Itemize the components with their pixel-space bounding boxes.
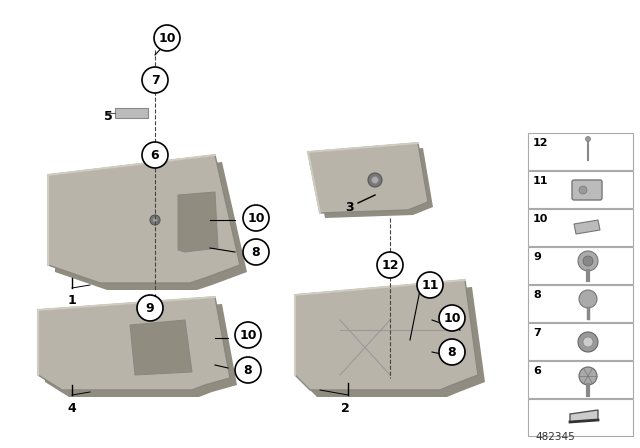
Text: 8: 8 (252, 246, 260, 258)
Text: 8: 8 (533, 290, 541, 300)
Circle shape (377, 252, 403, 278)
Circle shape (579, 186, 587, 194)
Circle shape (439, 339, 465, 365)
Circle shape (243, 205, 269, 231)
Circle shape (368, 173, 382, 187)
Text: 10: 10 (158, 31, 176, 44)
Polygon shape (313, 148, 433, 218)
Text: 8: 8 (244, 363, 252, 376)
Text: 9: 9 (533, 252, 541, 262)
Text: 9: 9 (146, 302, 154, 314)
FancyBboxPatch shape (528, 171, 633, 208)
Text: 10: 10 (239, 328, 257, 341)
Text: 2: 2 (340, 401, 349, 414)
Text: 12: 12 (533, 138, 548, 148)
Circle shape (150, 215, 160, 225)
Circle shape (371, 177, 378, 184)
Polygon shape (308, 143, 428, 213)
Polygon shape (302, 287, 485, 397)
Text: 11: 11 (533, 176, 548, 186)
Text: 11: 11 (421, 279, 439, 292)
Circle shape (142, 142, 168, 168)
Circle shape (579, 290, 597, 308)
Circle shape (578, 251, 598, 271)
FancyBboxPatch shape (572, 180, 602, 200)
Circle shape (578, 332, 598, 352)
Text: 10: 10 (247, 211, 265, 224)
Text: 4: 4 (68, 401, 76, 414)
FancyBboxPatch shape (528, 209, 633, 246)
Circle shape (583, 256, 593, 266)
Circle shape (583, 337, 593, 347)
Circle shape (153, 218, 157, 222)
Circle shape (417, 272, 443, 298)
Polygon shape (178, 192, 218, 252)
Circle shape (137, 295, 163, 321)
Text: 10: 10 (444, 311, 461, 324)
Polygon shape (115, 108, 148, 118)
Circle shape (235, 322, 261, 348)
Text: 7: 7 (533, 328, 541, 338)
Polygon shape (295, 280, 478, 390)
Text: 12: 12 (381, 258, 399, 271)
Polygon shape (38, 297, 230, 390)
Text: 5: 5 (104, 109, 113, 122)
Circle shape (235, 357, 261, 383)
FancyBboxPatch shape (528, 399, 633, 436)
Text: 7: 7 (150, 73, 159, 86)
Text: 6: 6 (150, 148, 159, 161)
Text: 6: 6 (533, 366, 541, 376)
Text: 10: 10 (533, 214, 548, 224)
FancyBboxPatch shape (528, 285, 633, 322)
Circle shape (154, 25, 180, 51)
Polygon shape (574, 220, 600, 234)
Circle shape (243, 239, 269, 265)
Circle shape (439, 305, 465, 331)
Circle shape (586, 137, 591, 142)
FancyBboxPatch shape (528, 361, 633, 398)
FancyBboxPatch shape (528, 133, 633, 170)
FancyBboxPatch shape (528, 247, 633, 284)
Polygon shape (48, 155, 240, 283)
FancyBboxPatch shape (528, 323, 633, 360)
Polygon shape (55, 162, 247, 290)
Circle shape (142, 67, 168, 93)
Polygon shape (45, 304, 237, 397)
Polygon shape (570, 410, 598, 422)
Circle shape (579, 367, 597, 385)
Text: 1: 1 (68, 293, 76, 306)
Text: 3: 3 (346, 201, 355, 214)
Text: 482345: 482345 (535, 432, 575, 442)
Text: 8: 8 (448, 345, 456, 358)
Polygon shape (130, 320, 192, 375)
